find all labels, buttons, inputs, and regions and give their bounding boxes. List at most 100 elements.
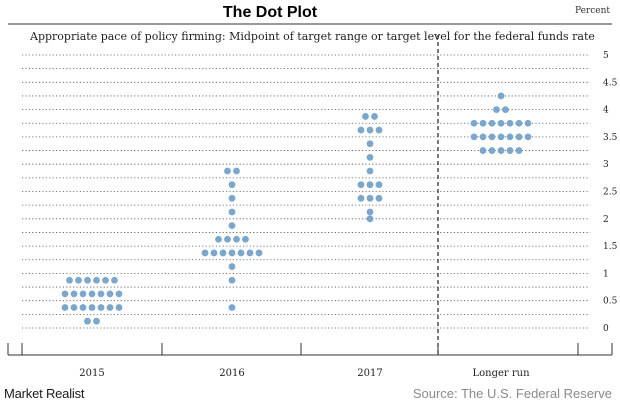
- dot: [237, 249, 245, 257]
- dot: [246, 249, 254, 257]
- dot: [97, 290, 105, 298]
- dot: [506, 147, 514, 154]
- dot: [371, 113, 378, 120]
- dot: [375, 126, 383, 134]
- y-tick-label: 1.5: [603, 242, 618, 252]
- dot: [375, 194, 383, 202]
- dot: [479, 133, 487, 141]
- dot: [470, 133, 478, 141]
- dot: [228, 181, 236, 189]
- brand-logo: Market Realist: [4, 386, 85, 401]
- y-tick-label: 2: [603, 215, 609, 225]
- dot: [84, 276, 91, 284]
- dot: [497, 147, 505, 154]
- dot: [357, 194, 365, 202]
- dot: [61, 304, 69, 311]
- category-label: 2017: [357, 368, 382, 379]
- dot: [497, 133, 505, 141]
- dot: [493, 106, 500, 113]
- dot: [233, 167, 240, 175]
- dot: [366, 208, 374, 216]
- y-tick-label: 2.5: [603, 188, 618, 198]
- dot: [102, 276, 109, 284]
- dot: [228, 208, 236, 216]
- chart-frame: [8, 23, 612, 356]
- dot: [515, 119, 523, 127]
- dot: [362, 113, 369, 120]
- category-labels: 2015 2016 2017 Longer run: [79, 368, 530, 379]
- dot: [215, 235, 222, 243]
- dot: [502, 106, 509, 113]
- dot: [228, 194, 236, 202]
- dot: [233, 235, 240, 243]
- y-tick-label: 3: [603, 160, 609, 170]
- dot: [228, 276, 236, 284]
- y-tick-label: 0.5: [603, 297, 618, 307]
- y-tick-label: 4.5: [603, 78, 618, 88]
- dot: [66, 276, 73, 284]
- dot: [255, 249, 263, 257]
- dot: [524, 119, 532, 127]
- dot: [79, 290, 87, 298]
- y-tick-label: 1: [603, 269, 609, 279]
- dot: [366, 167, 374, 175]
- dot: [93, 317, 100, 325]
- dot: [488, 147, 496, 154]
- dot: [228, 304, 236, 311]
- dot: [366, 153, 374, 161]
- category-label: 2015: [79, 368, 104, 379]
- dot: [479, 147, 487, 154]
- dot: [506, 133, 514, 141]
- dot: [479, 119, 487, 127]
- category-label: Longer run: [472, 368, 530, 379]
- dot: [488, 119, 496, 127]
- dot: [115, 290, 123, 298]
- dot: [210, 249, 218, 257]
- dot: [106, 304, 114, 311]
- dot: [93, 276, 100, 284]
- dot: [357, 126, 365, 134]
- dot: [488, 133, 496, 141]
- source-note: Source: The U.S. Federal Reserve: [412, 386, 612, 401]
- dot: [111, 276, 118, 284]
- dots: [61, 92, 532, 325]
- dot: [228, 249, 236, 257]
- dot: [515, 147, 523, 154]
- dot: [366, 215, 374, 223]
- dot: [366, 194, 374, 202]
- dot: [357, 181, 365, 189]
- dot: [219, 249, 227, 257]
- dot: [224, 167, 231, 175]
- dot: [375, 181, 383, 189]
- dot: [115, 304, 123, 311]
- grid-lines: [22, 54, 590, 329]
- dot: [88, 290, 96, 298]
- chart-subtitle: Appropriate pace of policy firming: Midp…: [30, 30, 595, 43]
- dot: [506, 119, 514, 127]
- dot: [61, 290, 69, 298]
- category-label: 2016: [219, 368, 244, 379]
- y-axis-tick-labels: 0 0.5 1 1.5 2 2.5 3 3.5 4 4.5 5: [603, 51, 618, 334]
- dot: [366, 181, 374, 189]
- dot: [75, 276, 82, 284]
- y-tick-label: 3.5: [603, 133, 618, 143]
- dot: [70, 304, 78, 311]
- dot: [84, 317, 91, 325]
- dot: [366, 140, 374, 148]
- x-axis-ticks: [7, 343, 613, 355]
- dot: [470, 119, 478, 127]
- dot: [366, 126, 374, 134]
- y-tick-label: 5: [603, 51, 609, 61]
- unit-label: Percent: [574, 6, 610, 16]
- dot: [97, 304, 105, 311]
- dot: [497, 92, 505, 100]
- y-tick-label: 0: [603, 324, 609, 334]
- y-tick-label: 4: [603, 106, 609, 116]
- dot: [524, 133, 532, 141]
- dot: [70, 290, 78, 298]
- chart-title: The Dot Plot: [222, 4, 318, 21]
- dot: [228, 222, 236, 230]
- dot: [79, 304, 87, 311]
- dot: [515, 133, 523, 141]
